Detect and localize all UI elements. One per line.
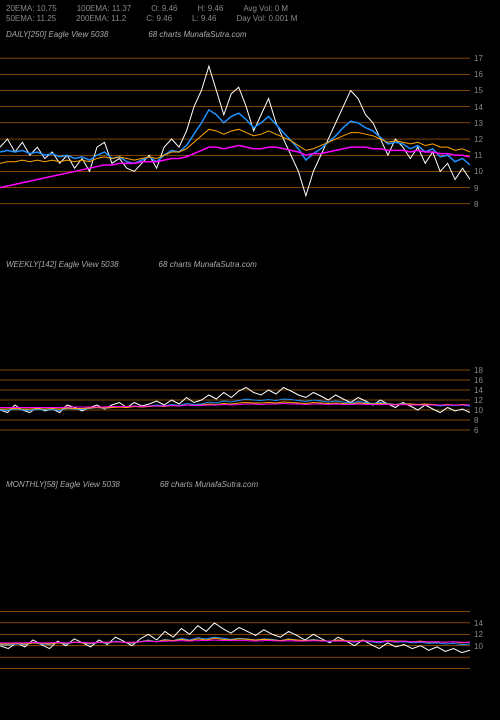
axis-tick: 14 [474, 619, 483, 628]
panel-title-source: 68 charts MunafaSutra.com [160, 480, 258, 489]
axis-tick: 12 [474, 135, 483, 144]
axis-tick: 11 [474, 151, 482, 160]
axis-tick: 8 [474, 416, 478, 425]
chart-svg [0, 600, 470, 680]
axis-tick: 16 [474, 70, 483, 79]
y-axis-labels: 10 12 14 [470, 600, 500, 680]
stat-item: 100EMA: 11.37 [77, 4, 132, 14]
stat-item: 20EMA: 10.75 [6, 4, 57, 14]
axis-tick: 12 [474, 630, 483, 639]
panel-title-main: DAILY[250] Eagle View 5038 [6, 30, 108, 39]
header-stats: 20EMA: 10.75 100EMA: 11.37 O: 9.46 H: 9.46 A… [6, 4, 297, 24]
axis-tick: 10 [474, 642, 483, 651]
stat-item: Day Vol: 0.001 M [236, 14, 297, 24]
panel-title-main: MONTHLY[58] Eagle View 5038 [6, 480, 120, 489]
panel-title-main: WEEKLY[142] Eagle View 5038 [6, 260, 119, 269]
panel-title: MONTHLY[58] Eagle View 5038 68 charts Mun… [6, 480, 258, 489]
axis-tick: 10 [474, 406, 483, 415]
axis-tick: 16 [474, 376, 483, 385]
panel-title-source: 68 charts MunafaSutra.com [159, 260, 257, 269]
chart-panel-weekly: WEEKLY[142] Eagle View 5038 68 charts Mun… [0, 260, 500, 460]
axis-tick: 14 [474, 103, 483, 112]
stat-item: H: 9.46 [198, 4, 224, 14]
axis-tick: 14 [474, 386, 483, 395]
axis-tick: 18 [474, 366, 483, 375]
axis-tick: 17 [474, 54, 483, 63]
y-axis-labels: 8 9 10 11 12 13 14 15 16 17 [470, 50, 500, 220]
axis-tick: 8 [474, 200, 478, 209]
chart-panel-monthly: MONTHLY[58] Eagle View 5038 68 charts Mun… [0, 480, 500, 710]
stat-item: 200EMA: 11.2 [76, 14, 126, 24]
panel-title-source: 68 charts MunafaSutra.com [148, 30, 246, 39]
axis-tick: 6 [474, 426, 478, 435]
axis-tick: 15 [474, 86, 483, 95]
axis-tick: 9 [474, 184, 478, 193]
chart-svg [0, 360, 470, 440]
panel-title: DAILY[250] Eagle View 5038 68 charts Muna… [6, 30, 247, 39]
axis-tick: 12 [474, 396, 483, 405]
stat-item: 50EMA: 11.25 [6, 14, 56, 24]
y-axis-labels: 681012141618 [470, 360, 500, 440]
panel-title: WEEKLY[142] Eagle View 5038 68 charts Mun… [6, 260, 257, 269]
chart-svg [0, 50, 470, 220]
stat-item: C: 9.46 [146, 14, 172, 24]
chart-panel-daily: DAILY[250] Eagle View 5038 68 charts Muna… [0, 30, 500, 240]
axis-tick: 10 [474, 167, 483, 176]
stat-item: Avg Vol: 0 M [243, 4, 288, 14]
axis-tick: 13 [474, 119, 483, 128]
stat-item: L: 9.46 [192, 14, 216, 24]
stat-item: O: 9.46 [151, 4, 177, 14]
